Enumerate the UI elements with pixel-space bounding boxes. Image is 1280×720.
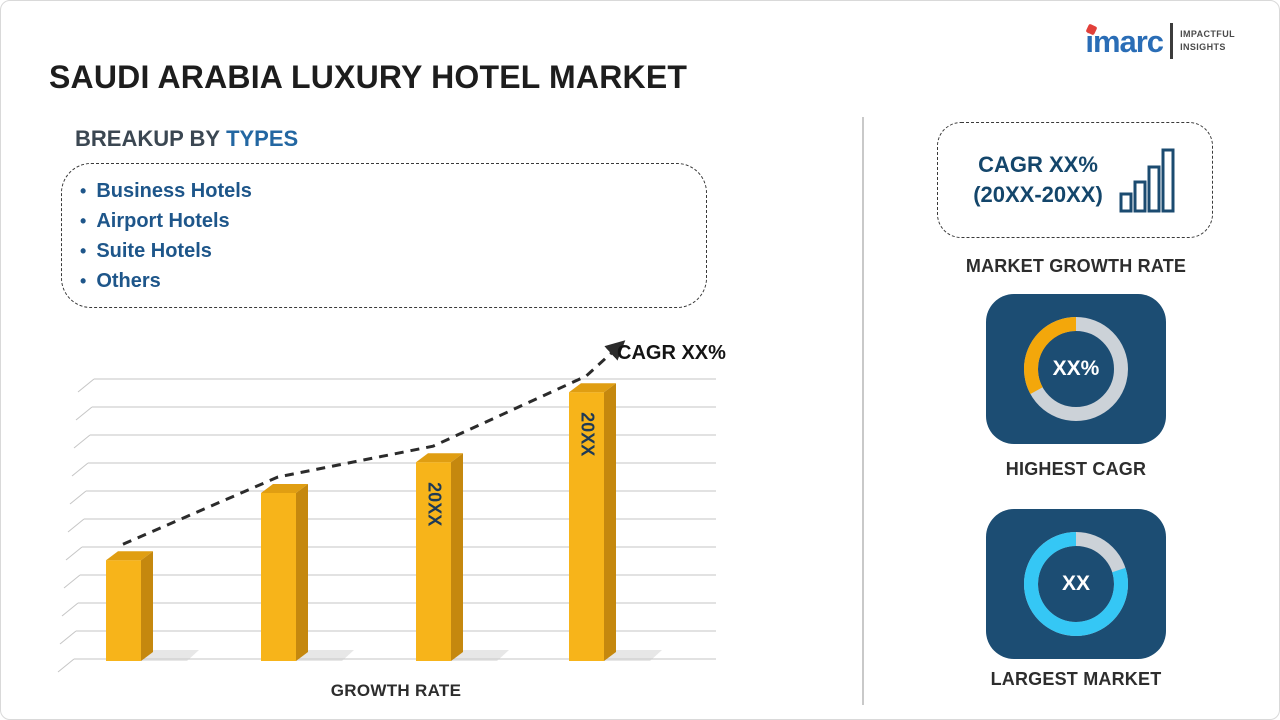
growth-box-cagr: CAGR XX%	[978, 152, 1098, 178]
highest-cagr-value: XX%	[1052, 357, 1100, 380]
market-growth-box: CAGR XX% (20XX-20XX)	[937, 122, 1213, 238]
logo-tagline-line1: IMPACTFUL	[1180, 29, 1235, 40]
imarc-logo: imarc IMPACTFUL INSIGHTS	[1085, 23, 1235, 59]
page-title: SAUDI ARABIA LUXURY HOTEL MARKET	[49, 59, 688, 95]
logo-tagline-line2: INSIGHTS	[1180, 42, 1226, 52]
hotel-type-item: Business Hotels	[80, 176, 706, 206]
highest-cagr-donut	[1024, 317, 1128, 421]
largest-market-caption: LARGEST MARKET	[990, 669, 1162, 689]
breakup-types-box: Business HotelsAirport HotelsSuite Hotel…	[61, 163, 707, 308]
cagr-annotation: CAGR XX%	[617, 342, 726, 364]
growth-rate-axis-label: GROWTH RATE	[330, 681, 462, 700]
breakup-heading-prefix: BREAKUP BY	[75, 126, 221, 151]
logo-separator	[1170, 23, 1174, 59]
hotel-type-item: Suite Hotels	[80, 236, 706, 266]
highest-cagr-caption: HIGHEST CAGR	[1005, 459, 1147, 479]
logo-brand: imarc	[1085, 23, 1164, 59]
svg-text:20XX: 20XX	[425, 482, 445, 526]
hotel-type-item: Airport Hotels	[80, 206, 706, 236]
growth-box-period: (20XX-20XX)	[973, 182, 1103, 207]
growth-bars-icon	[1119, 148, 1175, 213]
logo-tagline: IMPACTFUL INSIGHTS	[1180, 28, 1235, 53]
svg-text:20XX: 20XX	[578, 412, 598, 456]
growth-chart-area: 20XX 20XX	[56, 336, 736, 681]
hotel-type-item: Others	[80, 266, 706, 296]
market-growth-caption: MARKET GROWTH RATE	[965, 256, 1187, 276]
breakup-heading-highlight: TYPES	[226, 126, 299, 151]
section-divider	[862, 117, 864, 705]
hotel-type-list: Business HotelsAirport HotelsSuite Hotel…	[80, 176, 706, 296]
growth-bar-chart: 20XX 20XX	[57, 340, 716, 673]
logo-brand-wrap: imarc	[1085, 23, 1164, 59]
breakup-heading: BREAKUP BY TYPES	[75, 126, 298, 152]
highest-cagr-card: XX%	[986, 294, 1166, 444]
largest-market-donut	[1024, 532, 1128, 636]
growth-box-text: CAGR XX% (20XX-20XX)	[973, 150, 1103, 209]
largest-market-card: XX	[986, 509, 1166, 659]
largest-market-value: XX	[1061, 572, 1090, 595]
